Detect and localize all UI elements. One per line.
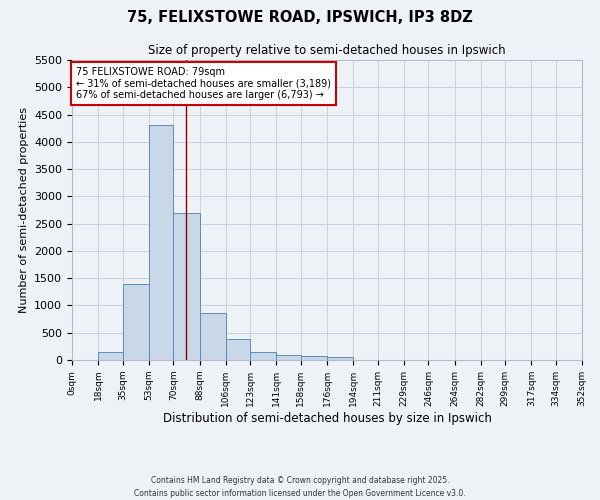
Bar: [173, 212, 200, 360]
Bar: [149, 126, 173, 360]
X-axis label: Distribution of semi-detached houses by size in Ipswich: Distribution of semi-detached houses by …: [163, 412, 491, 424]
Bar: [276, 354, 301, 360]
Bar: [123, 284, 149, 360]
Bar: [199, 312, 226, 360]
Text: Contains HM Land Registry data © Crown copyright and database right 2025.
Contai: Contains HM Land Registry data © Crown c…: [134, 476, 466, 498]
Bar: [226, 340, 250, 360]
Bar: [250, 352, 276, 360]
Text: 75 FELIXSTOWE ROAD: 79sqm
← 31% of semi-detached houses are smaller (3,189)
67% : 75 FELIXSTOWE ROAD: 79sqm ← 31% of semi-…: [76, 66, 331, 100]
Title: Size of property relative to semi-detached houses in Ipswich: Size of property relative to semi-detach…: [148, 44, 506, 58]
Y-axis label: Number of semi-detached properties: Number of semi-detached properties: [19, 107, 29, 313]
Bar: [327, 358, 353, 360]
Bar: [98, 352, 123, 360]
Bar: [301, 356, 327, 360]
Text: 75, FELIXSTOWE ROAD, IPSWICH, IP3 8DZ: 75, FELIXSTOWE ROAD, IPSWICH, IP3 8DZ: [127, 10, 473, 25]
